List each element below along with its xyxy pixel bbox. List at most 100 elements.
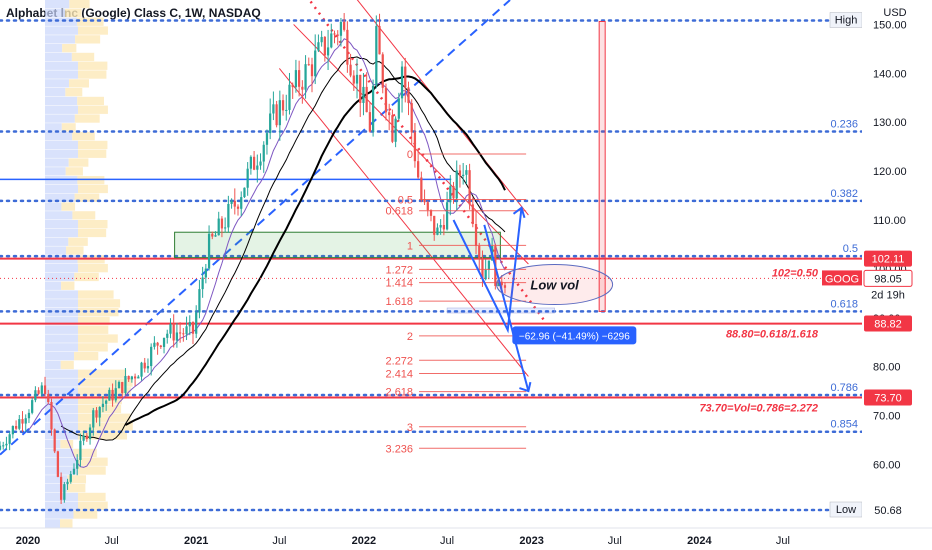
volume-profile-bar [45, 149, 78, 158]
candle-body [188, 322, 191, 327]
x-tick-label: Jul [272, 535, 286, 547]
candle-body [307, 64, 310, 66]
candle-body [198, 289, 201, 313]
candle-body [294, 70, 298, 88]
candle-body [43, 385, 47, 395]
volume-profile-bar [45, 281, 62, 290]
volume-profile-bar [45, 0, 70, 9]
candle-body [281, 100, 285, 111]
candle-body [140, 362, 143, 377]
level-label: 0.854 [830, 419, 858, 431]
x-tick-label: 2020 [16, 535, 40, 547]
candle-body [436, 227, 439, 235]
y-tick-label: 80.00 [873, 362, 901, 374]
volume-profile-bar [45, 466, 78, 475]
volume-profile-bar [61, 202, 76, 211]
volume-profile-bar [45, 17, 77, 26]
candle-body [330, 33, 333, 48]
candle-body [195, 312, 198, 334]
candle-body [478, 245, 481, 260]
volume-profile-bar [78, 466, 106, 475]
candle-body [2, 445, 5, 447]
volume-profile-bar [78, 431, 127, 440]
volume-profile-bar [67, 484, 86, 493]
volume-profile-bar [45, 308, 78, 317]
measure-badge [512, 326, 637, 345]
candle-body [291, 84, 294, 88]
candle-body [172, 323, 175, 341]
volume-profile-bar [45, 88, 66, 97]
level-label: 0.618 [830, 298, 858, 310]
volume-profile-bar [62, 44, 77, 53]
low-vol-label: Low vol [530, 278, 579, 293]
candle-body [500, 281, 503, 286]
volume-profile-bar [45, 510, 74, 519]
symbol-label: GOOG [825, 273, 859, 285]
candle-body [310, 64, 314, 77]
candle-body [130, 376, 133, 380]
volume-profile-bar [78, 105, 108, 114]
candle-body [159, 345, 162, 347]
candle-body [397, 98, 400, 119]
volume-profile-bar [45, 448, 74, 458]
y-tick-label: 120.00 [873, 166, 907, 178]
y-tick-label: 150.00 [873, 19, 907, 31]
volume-profile-bar [60, 360, 74, 370]
candle-body [326, 47, 330, 56]
level-annotation: 73.70=Vol=0.786=2.272 [699, 402, 818, 414]
candle-body [56, 451, 60, 477]
candle-body [178, 332, 182, 334]
candle-body [278, 100, 281, 126]
volume-profile-bar [45, 519, 60, 528]
candle-body [82, 435, 85, 441]
volume-profile-bar [61, 123, 76, 132]
fib-level-label: 2 [407, 331, 413, 343]
level-label: 0.236 [830, 119, 858, 131]
volume-profile-bar [78, 369, 127, 378]
candle-body [413, 132, 417, 162]
candle-body [233, 200, 236, 207]
candle-body [410, 103, 413, 133]
candle-body [246, 168, 249, 188]
candle-body [381, 54, 384, 88]
volume-profile-bar [45, 404, 78, 414]
fib-target-box [446, 307, 555, 314]
candle-body [162, 337, 166, 347]
candle-body [442, 224, 445, 230]
x-tick-label: 2023 [519, 535, 543, 547]
volume-profile-bar [78, 413, 131, 422]
candle-body [343, 21, 346, 30]
range-bar [598, 21, 606, 312]
candle-body [169, 323, 172, 334]
candle-body [11, 426, 14, 435]
candle-body [211, 233, 214, 237]
candle-body [31, 400, 34, 413]
candle-body [34, 390, 37, 401]
falling-trendline [307, 0, 547, 324]
candle-body [465, 170, 468, 175]
volume-profile-bar [78, 140, 108, 150]
candle-body [85, 435, 88, 439]
volume-profile-bar [78, 228, 107, 238]
countdown-bg [864, 287, 912, 302]
volume-profile-bar [73, 448, 97, 458]
volume-profile-bar [45, 299, 78, 308]
candle-body [462, 174, 465, 177]
candle-body [378, 26, 381, 55]
candle-body [262, 144, 265, 162]
volume-profile-bar [78, 343, 108, 352]
measure-label: −62.96 (−41.49%) −6296 [519, 331, 630, 342]
candle-body [407, 87, 410, 104]
level-label: Low [836, 504, 856, 516]
candle-body [27, 412, 31, 419]
candle-body [0, 445, 2, 450]
x-tick-label: 2024 [687, 535, 712, 547]
fib-level-label: 1.618 [386, 296, 414, 308]
candle-body [243, 187, 246, 198]
volume-profile-bar [45, 220, 78, 229]
candle-body [487, 260, 491, 270]
candle-body [201, 277, 204, 290]
volume-profile-bar [45, 440, 61, 449]
